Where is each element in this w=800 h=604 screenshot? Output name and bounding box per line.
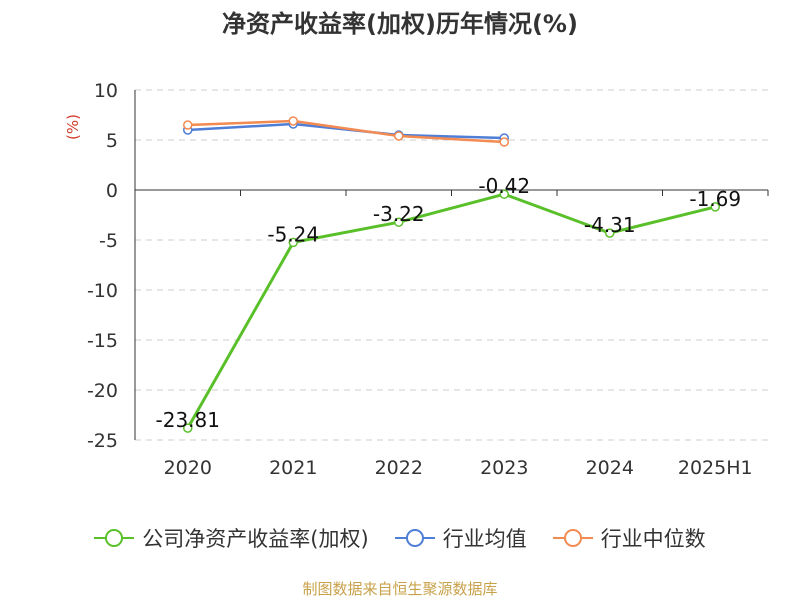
- data-label: -1.69: [689, 187, 741, 211]
- legend-item-industry-mean[interactable]: 行业均值: [394, 523, 527, 553]
- legend-item-industry-median[interactable]: 行业中位数: [552, 523, 706, 553]
- y-tick-label: -20: [87, 380, 118, 402]
- y-tick-label: -25: [87, 430, 118, 452]
- data-point: [710, 202, 720, 212]
- legend-label: 行业均值: [442, 527, 527, 551]
- y-tick-label: -15: [87, 330, 118, 352]
- y-tick-label: 0: [106, 180, 118, 202]
- series-line: [187, 119, 505, 144]
- data-point: [288, 116, 298, 126]
- x-tick-label: 2025H1: [678, 457, 753, 479]
- data-label: -4.31: [584, 213, 636, 237]
- data-point: [605, 228, 615, 238]
- legend-item-company-roe[interactable]: 公司净资产收益率(加权): [94, 523, 369, 553]
- series-line: [186, 192, 716, 429]
- legend-swatch-dot: [105, 529, 124, 547]
- source-note: 制图数据来自恒生聚源数据库: [302, 580, 498, 598]
- data-point: [183, 120, 193, 130]
- legend-swatch-dot: [405, 529, 424, 547]
- x-tick-label: 2020: [164, 457, 212, 479]
- data-point: [288, 237, 298, 248]
- data-label: -0.42: [478, 174, 530, 198]
- y-tick-label: 10: [94, 80, 118, 102]
- y-tick-label: 5: [106, 130, 118, 152]
- legend-line-marker-icon: [552, 529, 593, 547]
- data-point: [183, 423, 193, 433]
- chart-title: 净资产收益率(加权)历年情况(%): [222, 10, 578, 38]
- y-tick-label: -10: [87, 280, 118, 302]
- legend-line-marker-icon: [394, 529, 435, 547]
- legend-label: 行业中位数: [600, 527, 706, 551]
- data-point: [394, 217, 404, 227]
- data-point: [394, 131, 404, 141]
- y-axis-label: (%): [64, 114, 82, 140]
- legend: 公司净资产收益率(加权) 行业均值 行业中位数: [0, 518, 800, 558]
- series-line: [187, 122, 505, 140]
- x-tick-label: 2022: [375, 457, 423, 479]
- legend-label: 公司净资产收益率(加权): [142, 527, 369, 551]
- x-tick-label: 2021: [269, 457, 317, 479]
- x-tick-label: 2023: [480, 457, 528, 479]
- x-tick-label: 2024: [586, 457, 634, 479]
- data-label: -3.22: [373, 202, 425, 226]
- data-label: -5.24: [267, 222, 319, 246]
- data-label: -23.81: [156, 408, 220, 432]
- data-point: [499, 137, 509, 147]
- y-tick-label: -5: [99, 230, 118, 252]
- legend-line-marker-icon: [94, 529, 135, 547]
- legend-swatch-dot: [563, 529, 582, 547]
- data-point: [499, 189, 509, 199]
